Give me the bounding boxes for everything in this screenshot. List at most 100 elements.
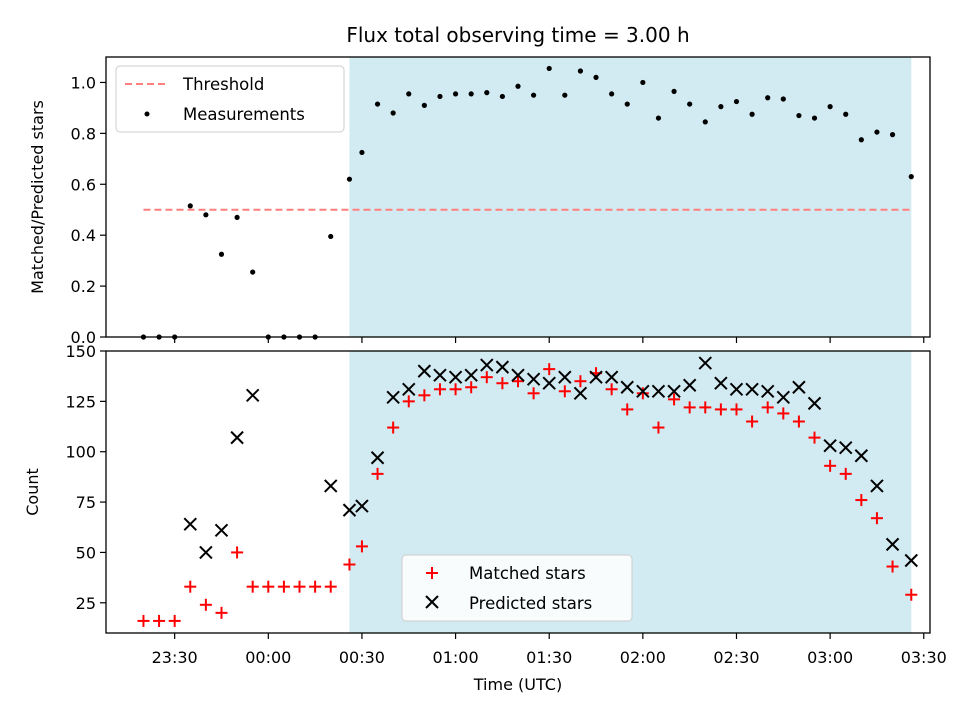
- predicted-star-point: [698, 356, 712, 370]
- predicted-star-point: [495, 360, 510, 374]
- y-tick-label: 0.8: [71, 124, 96, 143]
- top-legend: Threshold Measurements: [115, 65, 345, 133]
- matched-star-point: [277, 580, 290, 593]
- measurement-point: [390, 110, 396, 116]
- matched-star-point: [387, 421, 400, 434]
- matched-star-point: [465, 381, 478, 394]
- predicted-star-point: [230, 430, 244, 445]
- measurement-point: [359, 149, 365, 156]
- measurement-point: [499, 93, 505, 100]
- top-panel: 0.0 0.2 0.4 0.6 0.8 1.0 Matched/Predicted sta…: [28, 56, 931, 347]
- measurement-point: [908, 174, 914, 180]
- predicted-star-point: [402, 382, 416, 396]
- bottom-x-ticks: 23:30 00:00 00:30 01:00 01:30 02:00 02:30 03:00…: [152, 633, 947, 667]
- predicted-star-point: [714, 376, 728, 390]
- measurement-point: [593, 74, 599, 80]
- measurement-point: [687, 101, 693, 107]
- measurement-point: [889, 132, 896, 138]
- legend-measurements-label: Measurements: [183, 105, 305, 124]
- matched-star-point: [215, 606, 228, 619]
- measurement-point: [765, 95, 771, 101]
- measurement-point: [546, 65, 552, 72]
- x-tick-label: 00:30: [339, 648, 385, 667]
- matched-star-point: [418, 389, 431, 402]
- matched-star-point: [683, 401, 696, 414]
- predicted-star-points: [183, 356, 918, 568]
- measurement-point: [421, 102, 427, 108]
- x-tick-label: 00:00: [245, 648, 291, 667]
- measurement-point: [811, 115, 818, 121]
- predicted-star-point: [370, 451, 385, 465]
- x-tick-label: 02:30: [713, 648, 759, 667]
- matched-star-point: [730, 403, 743, 416]
- measurement-point: [577, 68, 584, 74]
- matched-star-point: [199, 598, 212, 611]
- matched-star-point: [855, 494, 868, 507]
- x-tick-label: 03:30: [901, 648, 947, 667]
- measurement-point: [250, 269, 256, 275]
- matched-star-point: [512, 375, 524, 388]
- measurement-point: [437, 93, 443, 100]
- legend-threshold-label: Threshold: [182, 75, 264, 94]
- measurement-point: [515, 83, 521, 89]
- x-tick-label: 01:30: [526, 648, 572, 667]
- measurement-point: [655, 115, 662, 121]
- matched-star-point: [886, 560, 899, 573]
- matched-star-point: [480, 371, 493, 384]
- matched-star-point: [527, 387, 540, 400]
- top-observing-window: [349, 57, 912, 337]
- y-tick-label: 0.2: [71, 277, 96, 296]
- chart-title: Flux total observing time = 3.00 h: [346, 23, 689, 47]
- predicted-star-point: [620, 380, 634, 394]
- predicted-star-point: [885, 537, 900, 552]
- measurement-point: [671, 88, 677, 94]
- legend-matched-swatch: [426, 567, 438, 579]
- matched-star-point: [309, 580, 322, 593]
- predicted-star-point: [464, 368, 478, 382]
- matched-star-point: [746, 415, 759, 428]
- top-y-axis-label: Matched/Predicted stars: [28, 100, 47, 294]
- predicted-star-point: [792, 380, 806, 394]
- matched-star-point: [824, 459, 837, 472]
- legend-measurements-swatch: [144, 111, 150, 117]
- predicted-star-point: [573, 386, 588, 401]
- matched-star-point: [449, 383, 462, 396]
- matched-star-point: [870, 512, 883, 525]
- predicted-star-point: [214, 523, 229, 537]
- measurement-point: [374, 101, 381, 107]
- predicted-star-point: [636, 384, 650, 398]
- matched-star-point: [808, 431, 821, 444]
- x-axis-label: Time (UTC): [473, 675, 562, 694]
- y-tick-label: 125: [65, 392, 96, 411]
- top-legend-box: [115, 65, 345, 133]
- measurement-point: [468, 91, 474, 97]
- measurement-point: [874, 129, 880, 135]
- measurement-point: [562, 92, 568, 98]
- predicted-star-point: [558, 370, 572, 384]
- measurement-point: [406, 91, 412, 97]
- measurement-point: [640, 79, 646, 86]
- predicted-star-point: [839, 440, 853, 455]
- matched-star-point: [905, 588, 918, 601]
- y-tick-label: 0.4: [71, 226, 96, 245]
- bottom-legend-box: [401, 554, 633, 622]
- predicted-star-point: [542, 376, 556, 390]
- predicted-star-point: [417, 364, 432, 378]
- measurement-point: [718, 104, 724, 110]
- measurement-point: [531, 92, 537, 98]
- predicted-star-point: [745, 382, 759, 396]
- matched-star-point: [496, 377, 509, 390]
- measurement-point: [346, 176, 353, 182]
- measurement-point: [203, 212, 209, 218]
- measurement-point: [218, 251, 225, 257]
- predicted-star-point: [589, 370, 603, 384]
- measurement-point: [609, 91, 615, 97]
- matched-star-point: [246, 580, 259, 593]
- predicted-star-point: [526, 372, 541, 386]
- measurement-point: [733, 98, 740, 105]
- matched-star-point: [777, 407, 790, 420]
- predicted-star-point: [870, 479, 884, 493]
- measurement-point: [328, 233, 334, 240]
- matched-star-point: [355, 540, 368, 553]
- matched-star-point: [433, 383, 446, 396]
